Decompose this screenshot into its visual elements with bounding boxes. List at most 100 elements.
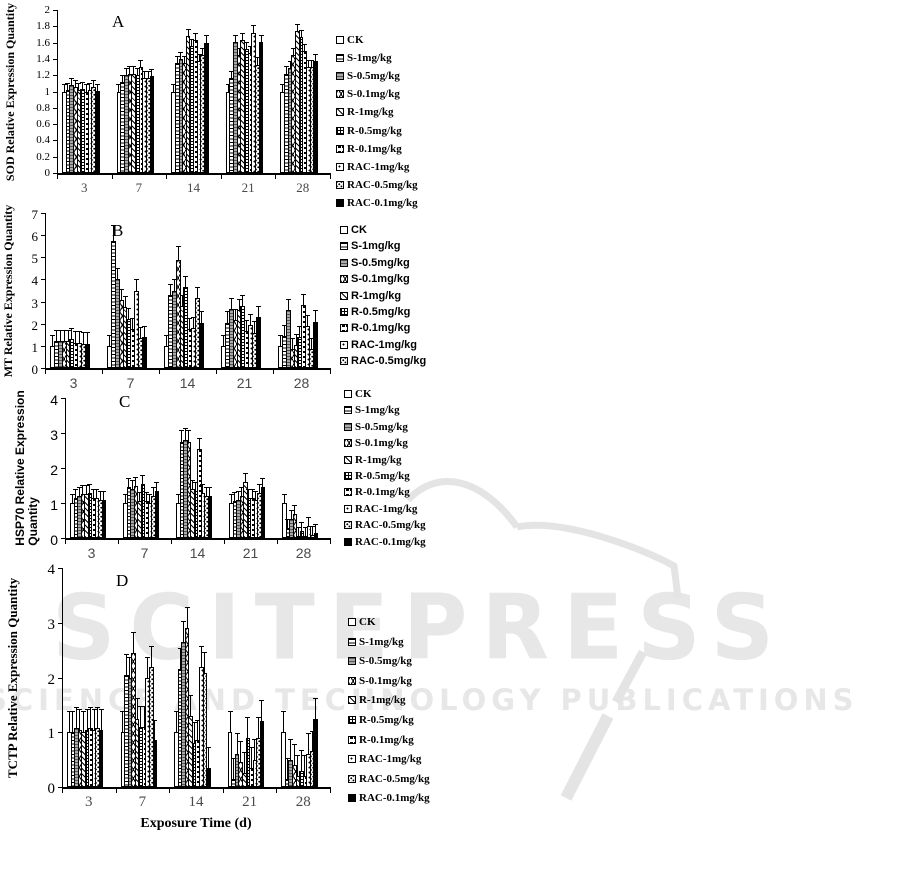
legend-swatch-dots-dense bbox=[344, 521, 352, 530]
error-bar bbox=[131, 66, 137, 75]
legend-label: RAC-0.1mg/kg bbox=[359, 792, 430, 805]
bar-group bbox=[69, 398, 115, 538]
error-bar bbox=[182, 428, 188, 441]
error-bar bbox=[127, 66, 133, 75]
y-tick-mark bbox=[41, 279, 45, 281]
y-tick-label: 3 bbox=[47, 616, 56, 633]
bar-group bbox=[173, 568, 220, 787]
x-tick-mark bbox=[115, 789, 117, 793]
scitepress-watermark-title: SCITEPRESS bbox=[52, 574, 789, 681]
error-bar bbox=[259, 700, 265, 723]
bar-RAC-0.1mg/kg-day21 bbox=[256, 317, 261, 368]
legend-label: RAC-1mg/kg bbox=[359, 753, 422, 766]
error-bar bbox=[260, 478, 266, 489]
error-bar bbox=[205, 746, 211, 769]
error-bar bbox=[126, 308, 132, 321]
y-tick-mark bbox=[61, 433, 65, 434]
error-bar bbox=[187, 318, 193, 331]
legend-label: S-0.5mg/kg bbox=[359, 655, 412, 668]
error-bar bbox=[240, 33, 246, 42]
y-tick-mark bbox=[53, 10, 57, 11]
x-category-label: 7 bbox=[138, 794, 147, 810]
bar-RAC-0.1mg/kg-day14 bbox=[206, 767, 211, 787]
error-bar bbox=[189, 480, 195, 490]
error-bar bbox=[254, 57, 260, 66]
error-bar bbox=[293, 333, 299, 346]
error-bar bbox=[138, 59, 144, 69]
error-bar bbox=[196, 438, 202, 450]
legend-swatch-plain-white bbox=[348, 618, 356, 626]
error-bar bbox=[163, 334, 169, 347]
legend-swatch-plain-white bbox=[344, 390, 352, 398]
error-bar bbox=[77, 331, 83, 344]
y-tick-mark bbox=[53, 140, 57, 142]
y-tick-label: 4 bbox=[31, 273, 39, 289]
bar-slot bbox=[205, 746, 211, 787]
error-bar bbox=[179, 430, 185, 443]
error-bar bbox=[98, 708, 104, 731]
legend-label: R-1mg/kg bbox=[351, 289, 402, 302]
y-tick-mark bbox=[58, 568, 62, 569]
error-bar bbox=[246, 488, 252, 499]
y-tick-mark bbox=[41, 257, 45, 259]
error-bar bbox=[188, 694, 194, 717]
legend-swatch-solid-gray-stripes bbox=[344, 422, 352, 431]
bar-slot bbox=[149, 68, 155, 173]
legend-swatch-horizontal-stripes bbox=[336, 54, 344, 63]
y-tick-mark bbox=[61, 468, 65, 469]
error-bar bbox=[232, 309, 238, 322]
error-bar bbox=[120, 74, 126, 83]
bar-group bbox=[277, 213, 327, 368]
y-tick-label: 1 bbox=[31, 339, 39, 355]
error-bar bbox=[53, 330, 59, 343]
legend-item-S-1mg/kg: S-1mg/kg bbox=[340, 240, 401, 252]
error-bar bbox=[220, 334, 226, 347]
y-tick-mark bbox=[41, 301, 45, 303]
legend-swatch-dots-sparse bbox=[340, 340, 348, 349]
error-bar bbox=[122, 494, 128, 504]
error-bar bbox=[245, 716, 251, 739]
legend-label: RAC-1mg/kg bbox=[347, 160, 410, 173]
error-bar bbox=[101, 490, 107, 501]
y-tick-mark bbox=[58, 787, 62, 788]
error-bar bbox=[150, 487, 156, 497]
y-tick-label: 0.8 bbox=[36, 101, 50, 114]
panel-label-D: D bbox=[116, 571, 129, 590]
legend-label: S-0.5mg/kg bbox=[355, 420, 408, 433]
x-tick-mark bbox=[277, 540, 278, 544]
error-bar bbox=[84, 708, 90, 731]
x-tick-mark bbox=[275, 175, 277, 179]
y-axis-title-line: HSP70 Relative Expression bbox=[13, 390, 27, 546]
error-bar bbox=[183, 276, 189, 289]
y-tick-label: 3 bbox=[50, 427, 58, 443]
error-bar bbox=[227, 711, 233, 734]
legend-item-S-0.1mg/kg: S-0.1mg/kg bbox=[340, 273, 410, 285]
error-bar bbox=[84, 332, 90, 345]
legend-label: S-0.1mg/kg bbox=[359, 674, 412, 687]
y-tick-label: 1 bbox=[50, 497, 58, 513]
error-bar bbox=[49, 334, 55, 347]
y-tick-label: 0.4 bbox=[36, 134, 50, 147]
legend-item-CK: CK bbox=[348, 616, 376, 628]
y-tick-label: 2 bbox=[50, 462, 58, 478]
legend-swatch-diagonal-hatch bbox=[340, 291, 348, 300]
error-bar bbox=[309, 525, 315, 536]
legend-swatch-chevron-mesh bbox=[340, 275, 348, 284]
error-bar bbox=[73, 331, 79, 344]
bar-RAC-0.1mg/kg-day3 bbox=[101, 499, 106, 538]
legend-item-CK: CK bbox=[344, 388, 372, 400]
y-tick-label: 1 bbox=[47, 726, 56, 743]
legend-label: R-0.1mg/kg bbox=[359, 733, 414, 746]
error-bar bbox=[224, 311, 230, 324]
bar-RAC-0.1mg/kg-day7 bbox=[152, 740, 158, 787]
x-category-label: 21 bbox=[242, 794, 258, 810]
y-tick-label: 1.4 bbox=[36, 52, 50, 65]
legend-label: RAC-0.5mg/kg bbox=[351, 355, 427, 368]
legend-swatch-horizontal-dashes bbox=[344, 488, 352, 497]
legend-label: RAC-0.5mg/kg bbox=[355, 519, 426, 532]
error-bar bbox=[148, 645, 154, 668]
y-tick-mark bbox=[53, 91, 57, 93]
legend-swatch-diagonal-hatch bbox=[344, 455, 352, 464]
y-tick-label: 0 bbox=[44, 167, 51, 179]
error-bar bbox=[178, 51, 184, 60]
